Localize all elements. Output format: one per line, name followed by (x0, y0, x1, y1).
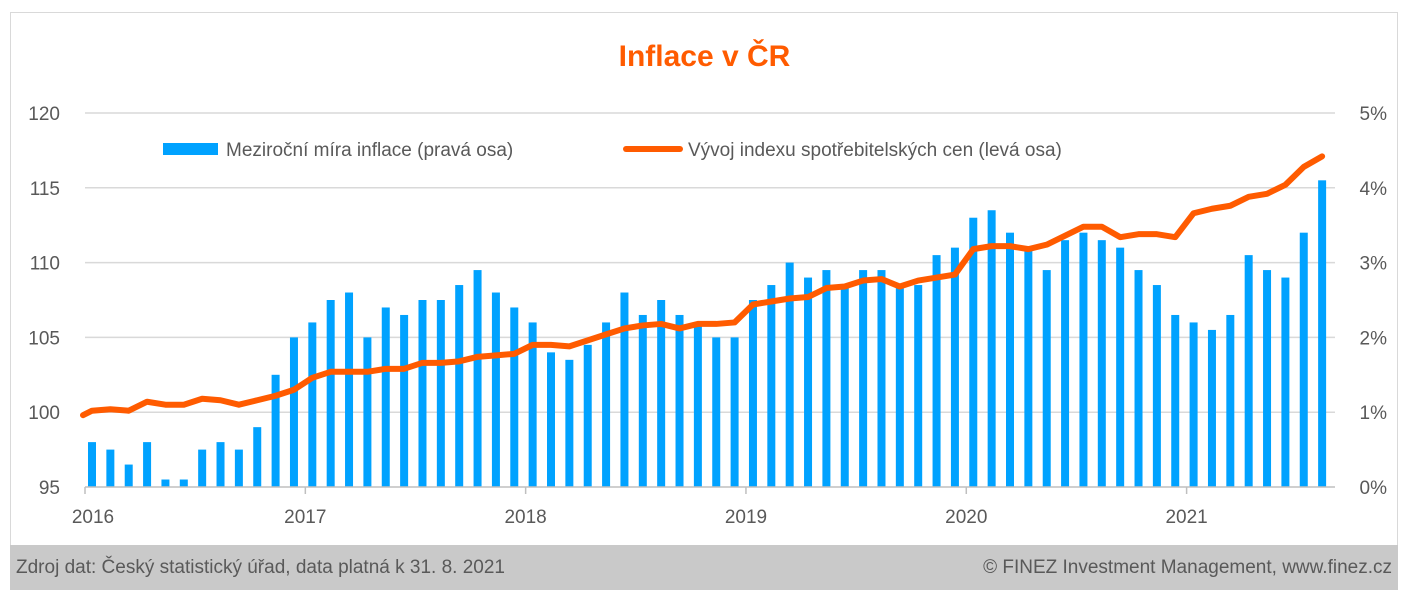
bar (785, 262, 794, 487)
bar (1226, 314, 1235, 487)
bar (124, 464, 133, 487)
right-axis-tick-label: 5% (1360, 104, 1388, 125)
bar (877, 270, 886, 487)
x-axis-tick-label: 2020 (945, 507, 987, 528)
right-axis-tick-label: 2% (1360, 328, 1388, 349)
bar (565, 359, 574, 487)
chart-title: Inflace v ČR (618, 40, 791, 73)
bar (620, 292, 629, 487)
source-note: Zdroj dat: Český statistický úřad, data … (16, 557, 505, 578)
bar (1263, 270, 1272, 487)
bar (418, 300, 427, 487)
bar (583, 344, 592, 487)
bar (455, 285, 464, 487)
bar (767, 285, 776, 487)
bar (950, 247, 959, 487)
right-axis-tick-label: 3% (1360, 254, 1388, 275)
bar (1207, 329, 1216, 487)
bar (491, 292, 500, 487)
bar (547, 352, 555, 487)
legend-bar-swatch (163, 143, 218, 155)
x-axis-tick-label: 2018 (504, 507, 546, 528)
bar (1189, 322, 1198, 487)
left-axis-tick-label: 105 (28, 328, 60, 349)
copyright-note: © FINEZ Investment Management, www.finez… (983, 557, 1392, 578)
bar (1079, 232, 1088, 487)
bar (1244, 255, 1253, 487)
bar (602, 322, 611, 487)
bar (143, 442, 152, 487)
bar (345, 292, 354, 487)
bar (1318, 180, 1327, 487)
bar (400, 314, 409, 487)
bar (234, 449, 243, 487)
bar (436, 300, 445, 487)
bar (326, 300, 335, 487)
bar (473, 270, 482, 487)
left-axis-tick-label: 110 (30, 254, 60, 275)
bar (712, 337, 721, 487)
bar (859, 270, 868, 487)
bar (1299, 232, 1308, 487)
bar (969, 217, 978, 487)
bar (1006, 232, 1014, 487)
bar (675, 314, 684, 487)
left-axis-tick-label: 95 (39, 478, 60, 499)
bar (179, 479, 188, 487)
left-axis-tick-label: 115 (30, 179, 60, 200)
bar (914, 285, 923, 487)
bar (987, 210, 996, 488)
bar (528, 322, 537, 487)
bar (381, 307, 390, 487)
bar (840, 285, 849, 487)
bar (638, 314, 647, 487)
bar (510, 307, 519, 487)
bar (748, 300, 757, 487)
bar (804, 277, 813, 487)
legend-label-inflation: Meziroční míra inflace (pravá osa) (226, 140, 513, 161)
left-axis-tick-label: 120 (28, 104, 60, 125)
right-axis-tick-label: 1% (1360, 403, 1388, 424)
legend-label-cpi: Vývoj indexu spotřebitelských cen (levá … (688, 140, 1062, 161)
bar (1281, 277, 1290, 487)
bar (198, 449, 207, 487)
bar (253, 427, 262, 487)
bar (693, 322, 702, 487)
bar (1152, 285, 1161, 487)
bar (106, 449, 115, 487)
bar (657, 300, 666, 487)
bar (1061, 240, 1070, 487)
left-axis-tick-label: 100 (28, 403, 60, 424)
bar (1116, 247, 1125, 487)
bar (88, 442, 96, 487)
x-axis-tick-label: 2016 (72, 507, 114, 528)
right-axis-tick-label: 4% (1360, 179, 1388, 200)
bar (1134, 270, 1143, 487)
bar (822, 270, 831, 487)
bar (363, 337, 372, 487)
bar (289, 337, 298, 487)
x-axis-tick-label: 2019 (725, 507, 767, 528)
bar (216, 442, 225, 487)
bar (308, 322, 317, 487)
footer: Zdroj dat: Český statistický úřad, data … (10, 545, 1398, 590)
x-axis-tick-label: 2021 (1165, 507, 1207, 528)
x-axis-tick-label: 2017 (284, 507, 326, 528)
bar (1024, 247, 1033, 487)
bar (1042, 270, 1051, 487)
cpi-index-line (80, 153, 1326, 419)
right-axis-tick-label: 0% (1360, 478, 1388, 499)
bar (271, 374, 280, 487)
bar (1171, 314, 1180, 487)
bar (1097, 240, 1106, 487)
bar (730, 337, 739, 487)
bar (161, 479, 170, 487)
bar (932, 255, 941, 487)
bar (895, 285, 904, 487)
